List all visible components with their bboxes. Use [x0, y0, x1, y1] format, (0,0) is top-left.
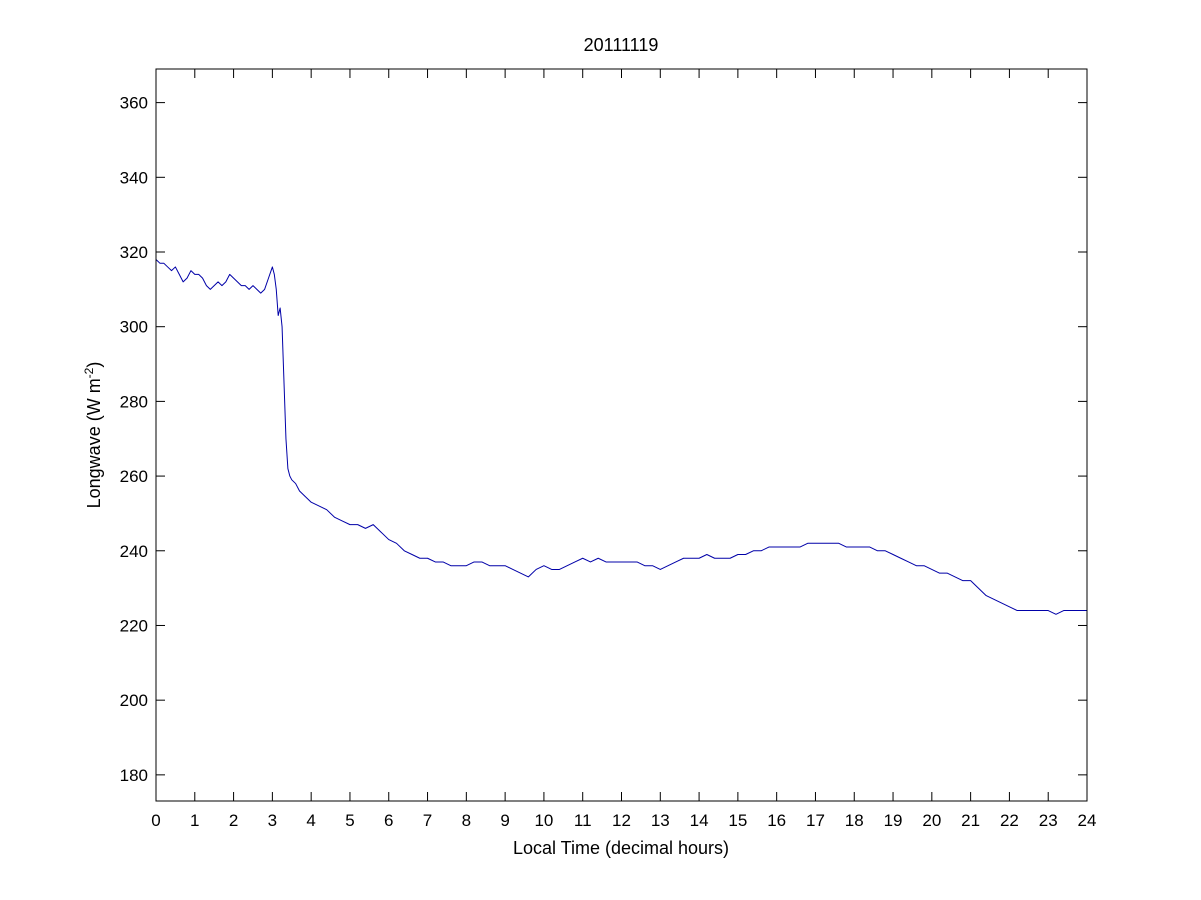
- x-tick-label: 8: [462, 811, 471, 830]
- x-tick-label: 20: [922, 811, 941, 830]
- x-tick-label: 16: [767, 811, 786, 830]
- y-tick-label: 360: [120, 94, 148, 113]
- plot-background: [156, 69, 1087, 801]
- x-tick-label: 19: [884, 811, 903, 830]
- y-tick-label: 280: [120, 392, 148, 411]
- x-tick-label: 22: [1000, 811, 1019, 830]
- y-axis-label-superscript: -2: [82, 367, 96, 378]
- x-tick-label: 1: [190, 811, 199, 830]
- x-tick-label: 6: [384, 811, 393, 830]
- y-axis-label: Longwave (W m-2): [82, 362, 104, 509]
- y-tick-label: 300: [120, 318, 148, 337]
- x-tick-label: 13: [651, 811, 670, 830]
- y-axis-label-close: ): [84, 362, 104, 368]
- x-tick-label: 7: [423, 811, 432, 830]
- x-tick-label: 14: [690, 811, 709, 830]
- y-tick-label: 200: [120, 691, 148, 710]
- series-line: [155, 259, 1087, 615]
- x-tick-label: 10: [534, 811, 553, 830]
- chart-title: 20111119: [584, 35, 659, 55]
- x-tick-label: 9: [500, 811, 509, 830]
- x-tick-label: 15: [728, 811, 747, 830]
- y-tick-label: 260: [120, 467, 148, 486]
- x-tick-label: 23: [1039, 811, 1058, 830]
- plot-area: 0 1 2 3 4 5 6 7 8 9 10 11 12 13 14 15 16 17 18 19 20 21 22 23 24…: [120, 68, 1096, 830]
- x-tick-label: 11: [574, 811, 592, 830]
- x-tick-label: 21: [961, 811, 980, 830]
- x-tick-label: 0: [151, 811, 160, 830]
- y-tick-label: 180: [120, 766, 148, 785]
- y-axis-ticks: 180 200 220 240 260 280 300 320 340 360: [120, 94, 1087, 785]
- y-axis-label-main: Longwave (W m: [84, 378, 104, 508]
- x-tick-label: 2: [229, 811, 238, 830]
- x-tick-label: 18: [845, 811, 864, 830]
- plot-frame: [155, 68, 1088, 802]
- data-layer: [155, 259, 1087, 615]
- x-tick-label: 24: [1078, 811, 1097, 830]
- x-axis-label: Local Time (decimal hours): [513, 838, 729, 858]
- x-tick-label: 17: [806, 811, 825, 830]
- x-tick-label: 5: [345, 811, 354, 830]
- y-tick-label: 220: [120, 616, 148, 635]
- x-axis-ticks: 0 1 2 3 4 5 6 7 8 9 10 11 12 13 14 15 16 17 18 19 20 21 22 23 24: [151, 69, 1096, 830]
- x-tick-label: 4: [306, 811, 315, 830]
- x-tick-label: 3: [268, 811, 277, 830]
- y-tick-label: 340: [120, 168, 148, 187]
- y-tick-label: 240: [120, 542, 148, 561]
- x-tick-label: 12: [612, 811, 631, 830]
- y-tick-label: 320: [120, 243, 148, 262]
